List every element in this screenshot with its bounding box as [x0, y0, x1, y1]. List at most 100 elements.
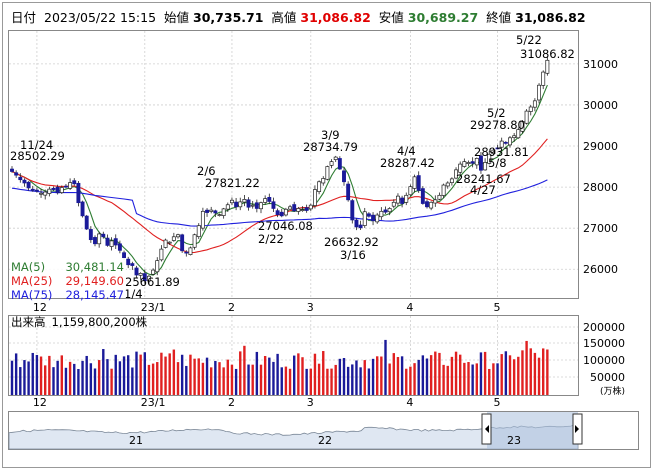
annotation-label: 29278.80: [470, 118, 525, 132]
ma25-value: 29,149.60: [65, 274, 124, 288]
candle-body: [142, 273, 147, 282]
volume-bar: [64, 367, 68, 395]
candle-body: [105, 237, 110, 246]
annotation-label: 2/22: [258, 232, 284, 246]
volume-bar: [384, 339, 387, 395]
annotation-label: 5/22: [516, 33, 542, 47]
candle-body: [122, 252, 126, 259]
candle-body: [408, 186, 413, 196]
header-info: 日付 2023/05/22 15:15 始値 30,735.71 高値 31,0…: [11, 10, 586, 25]
volume-bar: [442, 364, 445, 395]
volume-bar: [338, 358, 342, 395]
volume-bar: [492, 363, 495, 395]
candle-body: [499, 140, 504, 148]
open-value: 30,735.71: [193, 10, 263, 25]
month-labels-price: 12 23/1 2 3 4 5: [33, 301, 501, 314]
volume-bar: [483, 351, 487, 395]
candle-body: [325, 166, 330, 180]
volume-bar: [512, 359, 516, 395]
candle-body: [412, 176, 417, 189]
candle-body: [93, 237, 97, 245]
nav-year-23: 23: [507, 434, 521, 447]
candle-body: [126, 258, 131, 266]
annotation-label: 31086.82: [520, 47, 575, 61]
candle-body: [474, 157, 479, 166]
price-axis: 26000 27000 28000 29000 30000 31000: [583, 58, 618, 276]
volume-bar: [376, 356, 379, 395]
candle-body: [209, 209, 214, 212]
candle-body: [503, 141, 508, 144]
navigator-selection[interactable]: [487, 412, 578, 449]
volume-bar: [10, 360, 14, 395]
annotation-label: 5/2: [487, 106, 506, 120]
candle-body: [59, 187, 64, 193]
volume-bar: [19, 367, 22, 395]
volume-bar: [201, 362, 205, 395]
candle-body: [230, 199, 234, 204]
candle-body: [205, 209, 209, 213]
volume-bar: [135, 351, 138, 395]
candle-body: [242, 199, 247, 203]
candle-body: [225, 204, 230, 210]
volume-bar: [330, 368, 333, 395]
candle-body: [259, 202, 263, 210]
candle-body: [30, 188, 35, 191]
volume-bar: [189, 354, 192, 395]
volume-unit: (万株): [600, 385, 625, 397]
month-label: 23/1: [141, 396, 166, 409]
close-value: 31,086.82: [515, 10, 585, 25]
annotation-label: 4/27: [470, 183, 496, 197]
volume-bar: [118, 361, 122, 395]
volume-bar: [309, 368, 312, 395]
volume-bar: [160, 352, 163, 395]
candle-body: [350, 200, 355, 221]
chevron-left-icon: [485, 425, 489, 433]
candle-body: [304, 207, 309, 211]
candle-body: [167, 241, 172, 244]
ma25-label: MA(25): [11, 274, 52, 288]
month-label: 4: [406, 396, 413, 409]
volume-bar: [168, 353, 171, 395]
candles: [10, 57, 550, 285]
price-grid: [9, 31, 578, 298]
volume-bar: [521, 350, 524, 395]
candle-body: [416, 175, 421, 191]
candle-body: [63, 185, 68, 188]
volume-bar: [102, 349, 105, 395]
volume-bar: [380, 356, 383, 395]
candle-body: [72, 180, 77, 185]
volume-bar: [272, 361, 275, 395]
candle-body: [508, 137, 512, 146]
candle-body: [176, 234, 180, 238]
volume-bar: [210, 367, 213, 395]
volume-bar: [421, 355, 425, 395]
volume-bar: [151, 363, 155, 395]
ma-legend: MA(5) 30,481.14 MA(25) 29,149.60 MA(75) …: [10, 258, 126, 302]
volume-bar: [334, 364, 337, 395]
candle-body: [321, 178, 326, 184]
volume-bar: [172, 349, 176, 395]
navigator-right-handle[interactable]: [572, 413, 583, 445]
navigator-left-handle[interactable]: [481, 413, 492, 445]
candle-body: [333, 156, 338, 161]
candle-body: [192, 234, 197, 248]
month-label: 2: [228, 301, 235, 314]
candle-body: [97, 233, 102, 245]
candle-body: [22, 179, 27, 184]
volume-bar: [164, 356, 167, 395]
volume-bar: [313, 353, 317, 395]
volume-bar: [371, 358, 375, 395]
annotation-label: 26632.92: [324, 235, 379, 249]
volume-label: 出来高 1,159,800,200株: [11, 315, 148, 329]
volume-bar: [438, 352, 441, 395]
volume-bar: [413, 363, 416, 395]
annotation-label: 27821.22: [205, 176, 260, 190]
annotation-label: 5/8: [488, 156, 507, 170]
ma75-line: [11, 179, 548, 227]
candle-body: [537, 84, 542, 101]
volume-bar: [471, 364, 474, 395]
annotation-label: 25661.89: [125, 275, 180, 289]
volume-bar: [500, 354, 503, 395]
candle-body: [454, 169, 459, 179]
